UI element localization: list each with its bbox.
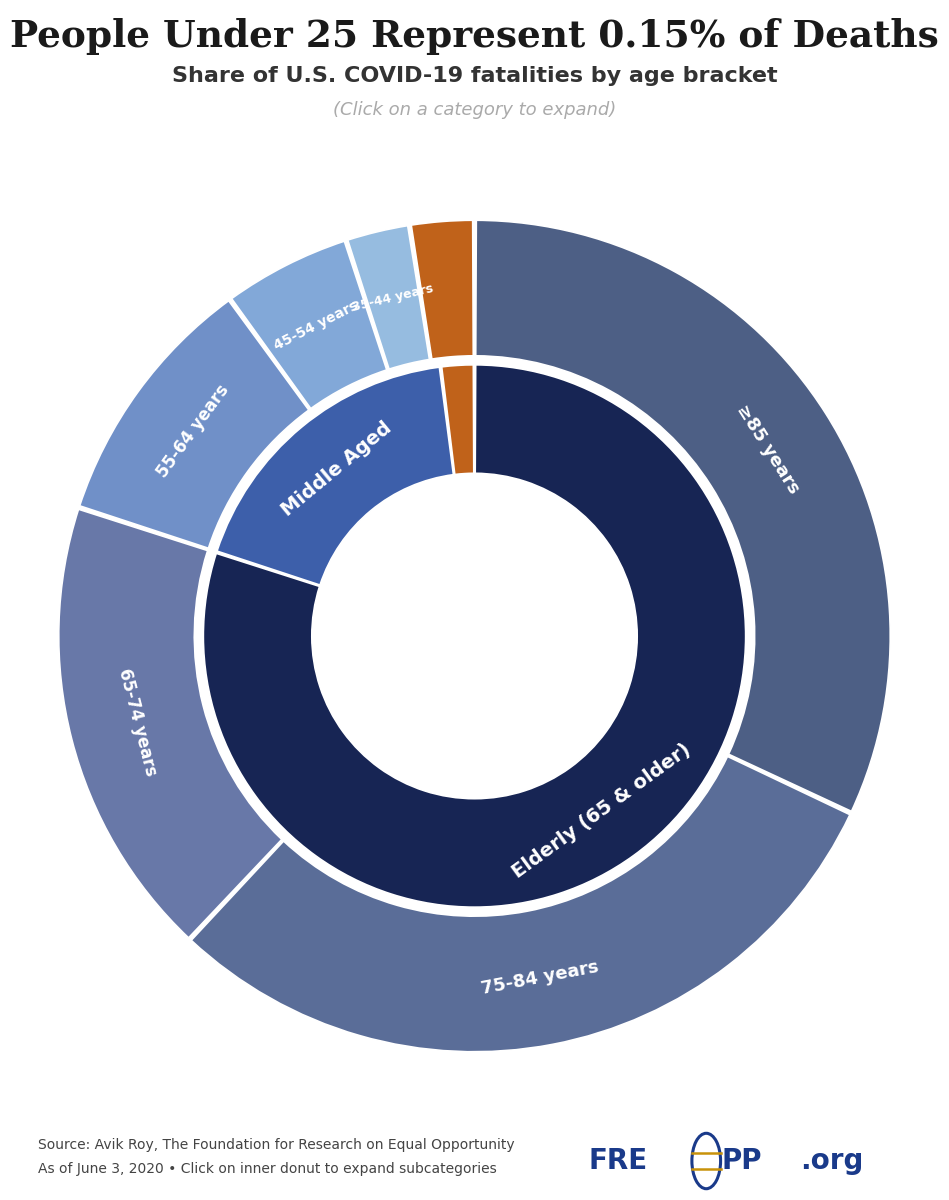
Text: 35-44 years: 35-44 years bbox=[351, 282, 436, 313]
Wedge shape bbox=[59, 509, 282, 938]
Text: (Click on a category to expand): (Click on a category to expand) bbox=[333, 101, 616, 119]
Text: FRE: FRE bbox=[588, 1147, 647, 1175]
Text: People Under 25 Represent 0.15% of Deaths: People Under 25 Represent 0.15% of Death… bbox=[10, 18, 939, 55]
Wedge shape bbox=[347, 226, 430, 370]
Wedge shape bbox=[475, 221, 890, 811]
Text: Elderly (65 & older): Elderly (65 & older) bbox=[510, 740, 695, 882]
Wedge shape bbox=[232, 241, 387, 409]
Text: Middle Aged: Middle Aged bbox=[277, 418, 395, 520]
Wedge shape bbox=[203, 365, 746, 907]
Text: PP: PP bbox=[721, 1147, 762, 1175]
Text: 75-84 years: 75-84 years bbox=[479, 958, 600, 998]
Text: 65-74 years: 65-74 years bbox=[115, 667, 160, 779]
Text: Share of U.S. COVID-19 fatalities by age bracket: Share of U.S. COVID-19 fatalities by age… bbox=[172, 66, 777, 86]
Wedge shape bbox=[441, 365, 474, 474]
Text: As of June 3, 2020 • Click on inner donut to expand subcategories: As of June 3, 2020 • Click on inner donu… bbox=[38, 1162, 496, 1176]
Wedge shape bbox=[191, 756, 850, 1051]
Wedge shape bbox=[217, 367, 454, 586]
Wedge shape bbox=[411, 221, 474, 359]
Text: 45-54 years: 45-54 years bbox=[272, 299, 361, 353]
Text: 55-64 years: 55-64 years bbox=[154, 382, 233, 481]
Text: .org: .org bbox=[800, 1147, 864, 1175]
Wedge shape bbox=[80, 301, 308, 548]
Text: Source: Avik Roy, The Foundation for Research on Equal Opportunity: Source: Avik Roy, The Foundation for Res… bbox=[38, 1138, 514, 1152]
Text: ≥85 years: ≥85 years bbox=[734, 402, 803, 498]
